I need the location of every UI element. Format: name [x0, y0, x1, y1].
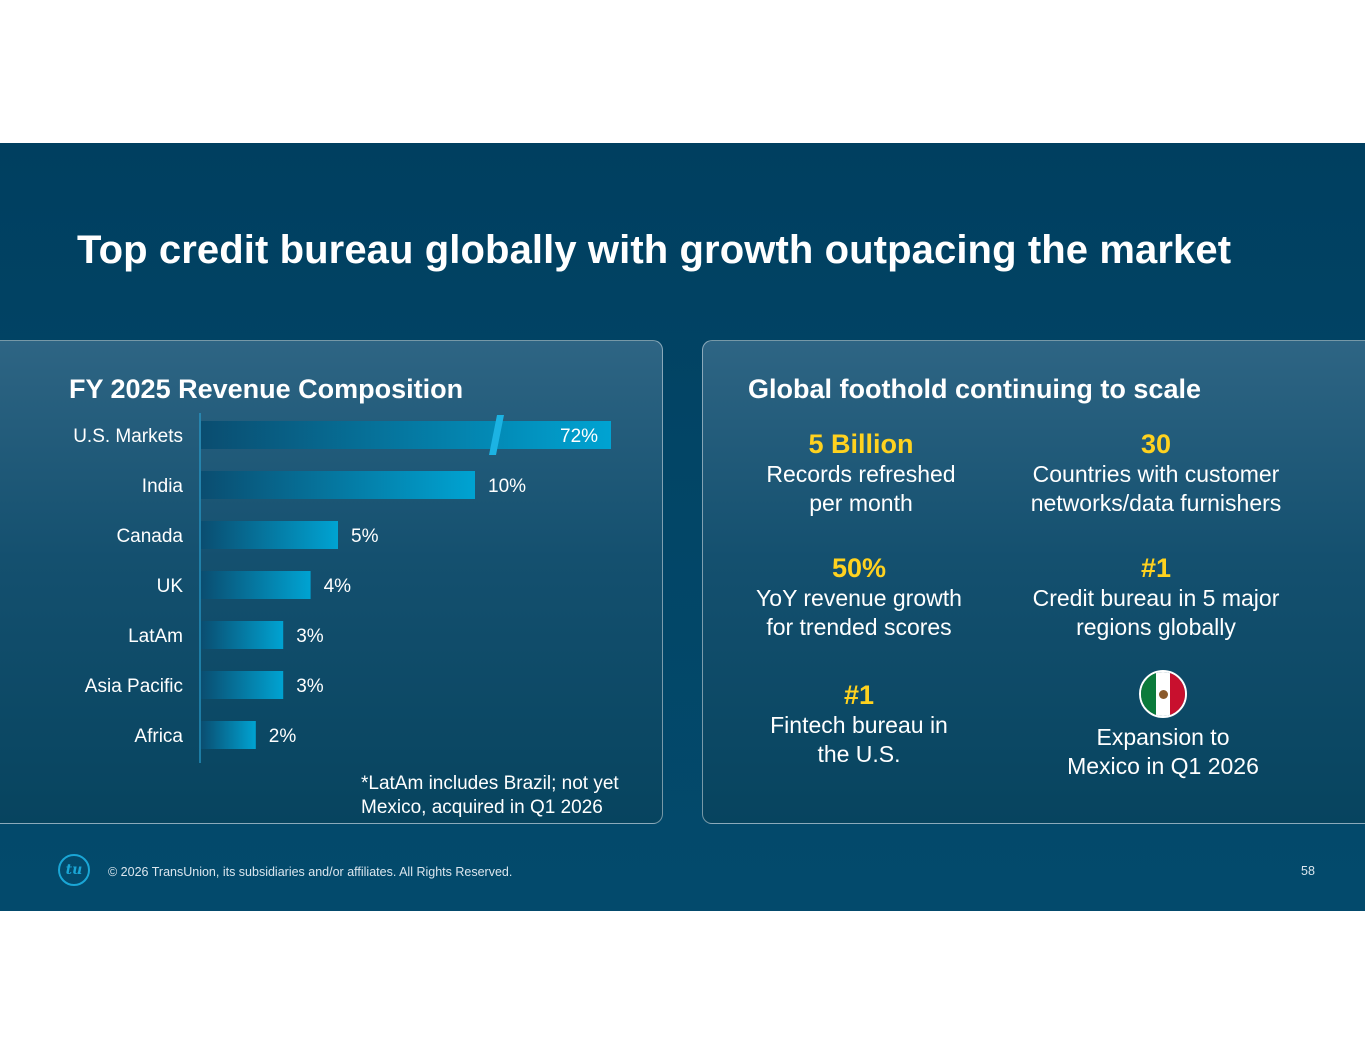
chart-title: FY 2025 Revenue Composition — [69, 374, 464, 404]
stat-description: the U.S. — [817, 741, 901, 767]
category-label: UK — [157, 576, 184, 597]
category-label: LatAm — [128, 626, 183, 647]
stat-credit-bureau-rank: #1 Credit bureau in 5 major regions glob… — [1006, 552, 1306, 642]
stat-growth: 50% YoY revenue growth for trended score… — [739, 552, 979, 642]
stat-description: YoY revenue growth — [756, 585, 962, 611]
copyright-text: © 2026 TransUnion, its subsidiaries and/… — [108, 865, 513, 879]
stat-value: 30 — [1140, 429, 1172, 459]
data-label: 4% — [324, 576, 352, 597]
stat-records: 5 Billion Records refreshed per month — [741, 428, 981, 518]
data-label: 72% — [560, 426, 598, 447]
transunion-logo-icon: tu — [58, 854, 90, 886]
stat-description: Countries with customer — [1032, 461, 1280, 487]
stat-description: Credit bureau in 5 major — [1032, 585, 1280, 611]
stat-description: for trended scores — [766, 614, 952, 640]
page-number: 58 — [1301, 864, 1315, 878]
mexico-flag-icon — [1139, 670, 1187, 718]
stat-description: networks/data furnishers — [1030, 490, 1282, 516]
data-label: 2% — [269, 726, 297, 747]
bar — [201, 671, 284, 699]
bar — [201, 721, 256, 749]
stat-countries: 30 Countries with customer networks/data… — [1006, 428, 1306, 518]
axis-break-mark — [489, 415, 504, 455]
slide: Top credit bureau globally with growth o… — [0, 143, 1365, 911]
stat-description: per month — [809, 490, 913, 516]
data-label: 3% — [296, 676, 324, 697]
bar — [201, 421, 611, 449]
stat-expansion: Expansion to Mexico in Q1 2026 — [1013, 723, 1313, 781]
category-label: Asia Pacific — [85, 676, 183, 697]
bar — [201, 571, 311, 599]
slide-title: Top credit bureau globally with growth o… — [77, 228, 1232, 272]
stat-fintech-rank: #1 Fintech bureau in the U.S. — [739, 679, 979, 769]
stat-description: Expansion to — [1096, 724, 1230, 750]
category-label: Canada — [116, 526, 183, 547]
stat-value: 5 Billion — [808, 429, 914, 459]
revenue-bar-chart: U.S. Markets 72% India 10% Canada 5% UK 4% LatAm… — [73, 413, 611, 763]
bar — [201, 471, 475, 499]
bar — [201, 621, 284, 649]
data-label: 3% — [296, 626, 324, 647]
category-label: U.S. Markets — [73, 426, 183, 447]
data-label: 10% — [488, 476, 526, 497]
category-label: Africa — [134, 726, 183, 747]
bar — [201, 521, 338, 549]
footnote-line: Mexico, acquired in Q1 2026 — [361, 797, 603, 818]
global-foothold-panel: Global foothold continuing to scale 5 Bi… — [702, 340, 1365, 824]
stat-description: regions globally — [1076, 614, 1236, 640]
stat-value: 50% — [831, 553, 887, 583]
data-label: 5% — [351, 526, 379, 547]
footnote-line: *LatAm includes Brazil; not yet — [361, 773, 619, 794]
stat-value: #1 — [1140, 553, 1172, 583]
panel-title: Global foothold continuing to scale — [748, 374, 1201, 404]
footnote: *LatAm includes Brazil; not yet Mexico, … — [361, 772, 619, 820]
stat-description: Fintech bureau in — [770, 712, 948, 738]
stat-value: #1 — [843, 680, 875, 710]
category-label: India — [142, 476, 184, 497]
revenue-composition-panel: FY 2025 Revenue Composition U.S. Markets… — [0, 340, 663, 824]
stat-description: Records refreshed — [766, 461, 956, 487]
stat-description: Mexico in Q1 2026 — [1067, 753, 1259, 779]
